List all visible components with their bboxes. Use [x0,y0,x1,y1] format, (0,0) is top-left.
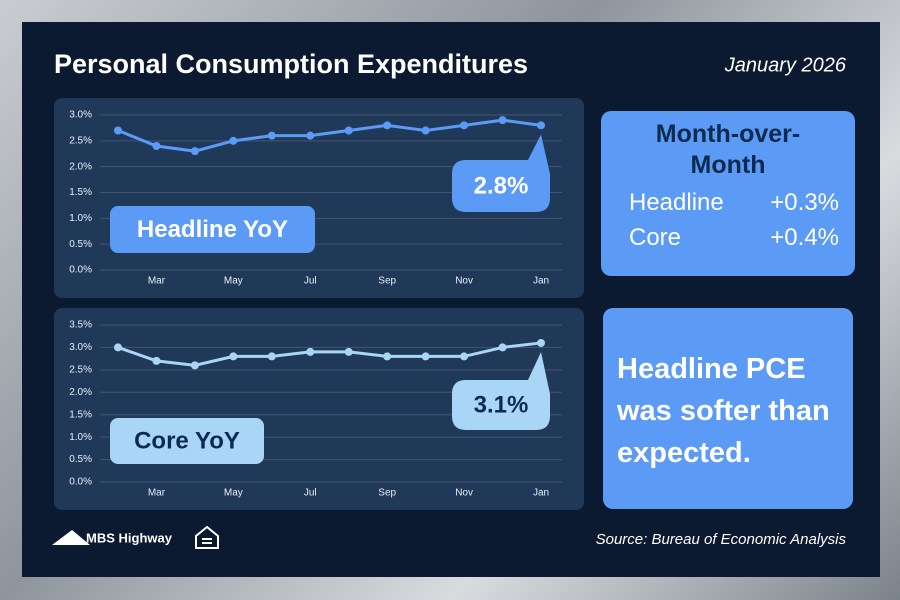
y-tick-label: 3.5% [69,320,92,331]
point [421,126,430,135]
y-tick-label: 0.0% [69,265,92,276]
x-tick-label: Mar [148,488,166,499]
x-tick-label: Sep [378,276,396,287]
x-tick-label: Mar [148,276,166,287]
point [190,361,199,370]
y-tick-label: 3.0% [69,342,92,353]
x-tick-label: Jul [304,276,317,287]
y-tick-label: 1.5% [69,409,92,420]
series-label-box [110,206,315,253]
mom-value: +0.3% [770,189,839,216]
note-box: Headline PCE was softer than expected. [603,308,853,509]
y-tick-label: 2.5% [69,364,92,375]
y-tick-label: 2.5% [69,135,92,146]
point [537,338,545,347]
y-tick-label: 2.0% [69,387,92,398]
point [498,116,507,125]
point [267,352,276,361]
line [117,118,542,153]
value-label: 2.8% [474,172,529,199]
series-label: Core YoY [134,427,240,454]
point [460,352,469,361]
callout-bubble [452,134,550,212]
callout-bubble [452,351,550,430]
point [344,347,353,356]
point [460,121,469,130]
mom-label: Core [629,224,682,251]
y-tick-label: 0.0% [69,477,92,488]
y-tick-label: 3.0% [69,110,92,121]
point [229,136,238,145]
note: Headline PCE was softer than expected. [617,353,830,469]
mom-title: Month-over-Month [655,120,801,179]
point [152,356,161,365]
mom-label: Headline [629,189,724,216]
x-tick-label: Jan [533,488,549,499]
x-tick-label: Nov [455,276,473,287]
series-label-box [110,418,264,464]
mom-box: Month-over-Month Headline +0.3% Core +0.4% [601,111,855,276]
point [114,126,122,135]
x-tick-label: Sep [378,488,396,499]
point [383,352,392,361]
point [306,347,315,356]
point [267,131,276,140]
series-label: Headline YoY [137,216,288,243]
point [498,343,507,352]
value-label: 3.1% [474,391,529,418]
x-tick-label: Jul [304,488,317,499]
x-tick-label: Jan [533,276,549,287]
x-tick-label: May [224,276,243,287]
y-tick-label: 1.0% [69,432,92,443]
y-tick-label: 0.5% [69,454,92,465]
logo-text: MBS Highway [86,530,173,545]
line [117,341,542,367]
y-tick-label: 0.5% [69,239,92,250]
point [152,142,161,150]
point [229,352,238,361]
y-tick-label: 1.5% [69,187,92,198]
mom-row: Headline +0.3% [617,185,839,220]
date: January 2026 [724,54,847,76]
source: Source: Bureau of Economic Analysis [596,531,847,548]
mom-value: +0.4% [770,224,839,251]
point [114,343,122,352]
y-tick-label: 2.0% [69,161,92,172]
mom-row: Core +0.4% [617,220,839,255]
y-tick-label: 1.0% [69,213,92,224]
point [344,126,353,135]
point [383,121,392,130]
point [537,121,545,130]
x-tick-label: Nov [455,488,473,499]
point [190,147,199,156]
logo: MBS Highway [52,525,219,549]
title: Personal Consumption Expenditures [54,49,528,79]
point [421,352,430,361]
x-tick-label: May [224,488,243,499]
point [306,131,315,140]
